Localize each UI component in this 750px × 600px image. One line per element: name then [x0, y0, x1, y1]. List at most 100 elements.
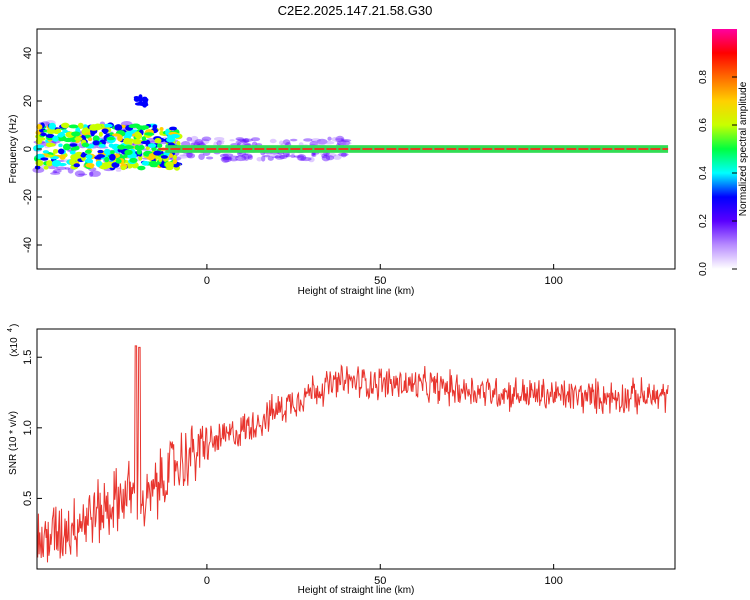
- spectrogram-noise-cell: [84, 149, 92, 154]
- spectrogram-haze-cell: [247, 155, 253, 160]
- spectrogram-haze-cell: [335, 135, 345, 143]
- spectrogram-haze-cell: [115, 169, 122, 172]
- spectrogram-noise-cell: [138, 154, 143, 161]
- spectrogram-noise-cell: [170, 133, 180, 139]
- spectrogram-noise-cell: [98, 131, 103, 137]
- spectrogram-noise-cell: [141, 160, 150, 166]
- spectrogram-haze-cell: [336, 139, 347, 146]
- colorbar: 0.0 0.2 0.4 0.6 0.8 Normalized spectral ampl…: [698, 29, 749, 276]
- spectrogram-noise-cell: [46, 160, 53, 167]
- spectrogram-noise-cell: [146, 132, 155, 136]
- snr-y-tick-label: 1.5: [22, 350, 34, 365]
- spectrogram-noise-cell: [95, 160, 103, 168]
- spectrogram-haze-cell: [53, 168, 62, 174]
- spectrogram-noise-cell: [103, 161, 114, 169]
- spectrogram-haze-cell: [271, 155, 282, 159]
- snr-y-ticks: 0.5 1.0 1.5: [22, 350, 42, 506]
- spectrogram-noise-cell: [62, 129, 68, 134]
- spectrogram-noise-cell: [123, 145, 134, 150]
- spectrogram-noise-cell: [43, 165, 49, 170]
- spectrogram-noise-cell: [69, 143, 78, 147]
- spectrogram-noise-cell: [117, 144, 126, 150]
- spectrogram-noise-cell: [114, 124, 123, 131]
- spectrogram-haze-cell: [327, 136, 332, 141]
- spectrogram-haze-cell: [327, 152, 337, 158]
- spectrogram-haze-cell: [229, 158, 238, 162]
- snr-scale-close: ): [9, 324, 20, 327]
- spectrogram-haze-cell: [251, 137, 261, 142]
- spectrogram-noise-cell: [154, 137, 162, 144]
- spectrogram-noise-cell: [89, 124, 99, 131]
- spectrogram-haze-cell: [221, 156, 233, 160]
- spectrogram-noise-cell: [89, 163, 94, 169]
- spectrogram-noise-cell: [141, 136, 147, 142]
- spectrogram-noise-cell: [58, 143, 63, 148]
- spectrogram-noise-cell: [153, 150, 162, 156]
- spectrogram-haze-cell: [334, 137, 344, 141]
- spectrogram-noise-cell: [124, 149, 133, 156]
- spectrogram-haze-cell: [74, 170, 85, 178]
- spectrogram-noise-cell: [71, 131, 81, 137]
- spectrogram-noise-cell: [134, 131, 141, 137]
- spectrogram-noise-cell: [46, 128, 57, 134]
- spectrogram-noise-cell: [42, 150, 49, 154]
- spectrogram-haze-cell: [243, 137, 250, 143]
- colorbar-tick-label: 0.6: [698, 118, 709, 132]
- spectrogram-patch-cell: [138, 94, 143, 100]
- spectrogram-patch-cell: [142, 103, 147, 108]
- spectrogram-haze-cell: [256, 157, 263, 162]
- spectrogram-noise-cell: [34, 165, 41, 170]
- spectrogram-noise-cell: [169, 126, 177, 131]
- spectrogram-haze-cell: [335, 139, 343, 143]
- spectrogram-noise-cell: [101, 128, 109, 134]
- spectrogram-marks: [32, 94, 669, 178]
- spectrogram-noise-cell: [70, 147, 75, 151]
- spectrogram-noise-cell: [124, 131, 133, 138]
- colorbar-tick-label: 0.4: [698, 166, 709, 180]
- snr-x-tick-label: 0: [204, 575, 210, 587]
- spectrogram-noise-cell: [95, 155, 102, 160]
- spectrogram-x-ticks: 0 50 100: [204, 264, 563, 287]
- spectrogram-noise-cell: [151, 146, 157, 151]
- spectrogram-noise-cell: [69, 158, 76, 166]
- spectrogram-noise-cell: [55, 128, 62, 134]
- snr-panel: 0 50 100 0.5 1.0 1.5 Height of straight line…: [7, 324, 676, 596]
- spectrogram-haze-cell: [236, 138, 247, 142]
- figure-title: C2E2.2025.147.21.58.G30: [278, 3, 433, 18]
- spectrogram-haze-cell: [261, 155, 266, 162]
- spectrogram-y-tick-label: 40: [22, 47, 34, 59]
- spectrogram-noise-cell: [140, 140, 150, 145]
- spectrogram-noise-cell: [108, 143, 114, 148]
- spectrogram-haze-cell: [279, 154, 288, 159]
- spectrogram-patch-cell: [138, 98, 143, 102]
- spectrogram-haze-cell: [241, 153, 253, 159]
- spectrogram-haze-cell: [228, 155, 240, 158]
- spectrogram-noise-cell: [165, 161, 174, 169]
- spectrogram-haze-cell: [345, 141, 352, 145]
- spectrogram-haze-cell: [289, 138, 298, 142]
- spectrogram-haze-cell: [235, 155, 247, 162]
- spectrogram-haze-cell: [338, 152, 349, 157]
- spectrogram-haze-cell: [56, 166, 67, 171]
- spectrogram-haze-cell: [182, 153, 193, 156]
- spectrogram-noise-cell: [145, 146, 150, 150]
- spectrogram-x-tick-label: 50: [374, 275, 386, 287]
- spectrogram-noise-cell: [57, 132, 64, 138]
- spectrogram-noise-cell: [62, 143, 71, 151]
- spectrogram-panel: 0 50 100 -40 -20 0 20 40 Height of straight li…: [8, 28, 676, 297]
- spectrogram-noise-cell: [137, 165, 146, 171]
- spectrogram-noise-cell: [90, 130, 95, 137]
- spectrogram-noise-cell: [82, 127, 91, 133]
- snr-x-tick-label: 50: [374, 575, 386, 587]
- spectrogram-y-tick-label: 0: [22, 146, 34, 152]
- spectrogram-noise-cell: [123, 137, 132, 145]
- spectrogram-noise-cell: [159, 130, 165, 136]
- spectrogram-haze-cell: [269, 138, 277, 144]
- spectrogram-haze-cell: [300, 156, 312, 162]
- spectrogram-haze-cell: [311, 153, 317, 157]
- spectrogram-haze-cell: [235, 137, 245, 141]
- spectrogram-haze-cell: [310, 138, 321, 143]
- spectrogram-noise-cell: [85, 154, 93, 160]
- spectrogram-haze-cell: [89, 171, 94, 177]
- spectrogram-haze-cell: [220, 157, 228, 162]
